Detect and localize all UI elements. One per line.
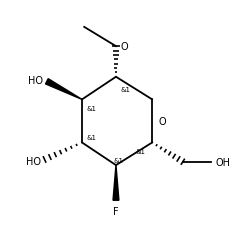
Text: F: F bbox=[113, 206, 119, 216]
Text: &1: &1 bbox=[114, 158, 124, 163]
Polygon shape bbox=[113, 165, 119, 200]
Text: &1: &1 bbox=[87, 106, 97, 111]
Text: &1: &1 bbox=[135, 148, 145, 154]
Text: &1: &1 bbox=[87, 135, 97, 141]
Text: O: O bbox=[159, 116, 166, 126]
Text: OH: OH bbox=[215, 157, 230, 167]
Polygon shape bbox=[46, 79, 82, 100]
Text: HO: HO bbox=[26, 156, 40, 166]
Text: &1: &1 bbox=[120, 87, 130, 93]
Text: O: O bbox=[121, 42, 129, 52]
Text: HO: HO bbox=[28, 76, 43, 86]
